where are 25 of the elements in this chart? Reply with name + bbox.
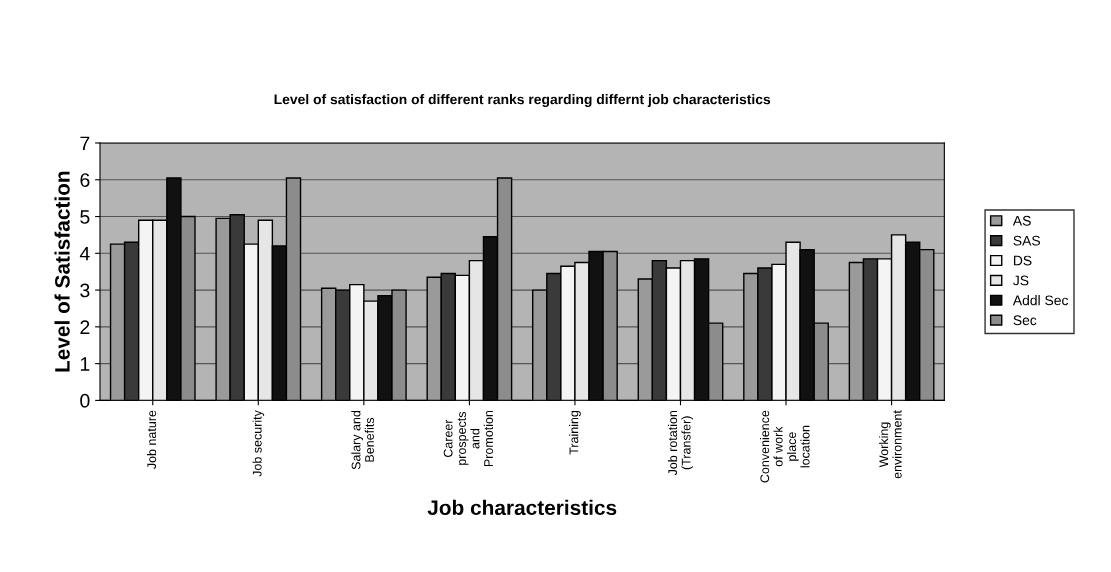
y-tick-label: 4	[79, 246, 90, 261]
x-tick-label: Job security	[252, 410, 265, 477]
x-tick-label: Working environment	[879, 410, 902, 479]
x-tick-label: Career prospects and Promotion	[443, 410, 493, 467]
y-tick-label: 1	[80, 357, 90, 371]
legend-label: JS	[1013, 275, 1029, 286]
legend-label: AS	[1012, 215, 1031, 226]
x-tick-label: Job rotation (Transfer)	[667, 410, 694, 476]
x-tick-label: Job nature	[146, 410, 157, 469]
x-tick-label: Training	[569, 410, 581, 455]
y-tick-label: 6	[80, 173, 90, 188]
y-tick-label: 0	[80, 393, 90, 408]
y-tick-label: 7	[80, 136, 90, 151]
legend-label: SAS	[1013, 235, 1040, 246]
x-tick-label: Convenience of work place location	[760, 410, 810, 483]
y-axis-title: Level of Satisfaction	[54, 171, 70, 372]
legend-label: DS	[1013, 255, 1032, 266]
legend-label: Sec	[1013, 315, 1037, 326]
chart-title: Level of satisfaction of different ranks regarding differnt job characteristics	[274, 94, 771, 108]
y-tick-label: 3	[80, 283, 90, 298]
y-tick-label: 5	[80, 210, 90, 224]
y-tick-label: 2	[80, 320, 90, 334]
legend-label: Addl Sec	[1012, 295, 1069, 306]
x-axis-title: Job characteristics	[427, 499, 617, 516]
x-tick-label: Salary and Benefits	[351, 410, 374, 470]
